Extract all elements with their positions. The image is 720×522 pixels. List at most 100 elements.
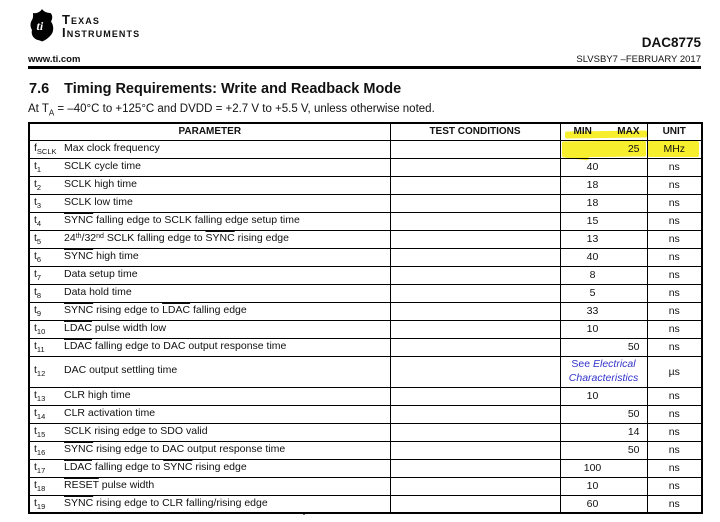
min-max-cell: 18 [559,193,648,213]
col-header-max: MAX [617,126,640,138]
min-max-cell: 40 [559,247,648,267]
ti-bug-icon: ti [30,9,55,42]
max-value: 14 [627,426,640,438]
param-symbol: t7 [34,267,42,283]
see-note: See Electrical Characteristics [568,358,639,384]
min-value: 18 [586,197,599,209]
table-row-t19: t19 SYNC rising edge to CLR falling/risin… [28,494,703,514]
min-max-cell: 60 [559,494,648,514]
test-conditions-cell [389,337,561,357]
table-row-t4: t4 SYNC falling edge to SCLK falling edge… [28,211,703,231]
table-row-t18: t18 RESET pulse width 10 ns [28,476,703,496]
test-conditions-cell [389,283,561,303]
min-max-cell: 15 [559,211,648,231]
min-value: 5 [589,287,596,299]
table-row-t3: t3 SCLK low time 18 ns [28,193,703,213]
min-max-cell: 13 [559,229,648,249]
min-value: 40 [586,251,599,263]
table-row-t9: t9 SYNC rising edge to LDAC falling edge 3… [28,301,703,321]
test-conditions-cell [389,265,561,285]
param-description: SCLK low time [64,195,133,208]
max-value: 25 [627,143,640,155]
unit-cell: ns [646,440,703,460]
test-conditions-cell [389,440,561,460]
param-description: CLR high time [64,388,131,401]
test-conditions-cell [389,229,561,249]
table-row-t15: t15 SCLK rising edge to SDO valid 14 ns [28,422,703,442]
param-description: Max clock frequency [64,141,160,154]
min-max-cell: 8 [559,265,648,285]
unit-cell: ns [646,422,703,442]
unit-cell: ns [646,265,703,285]
param-symbol: t2 [34,177,42,193]
param-description: SYNC falling edge to SCLK falling edge s… [64,213,300,226]
param-description: LDAC pulse width low [64,321,167,334]
test-conditions-cell [389,355,561,388]
unit-cell: MHz [646,139,703,159]
website-link[interactable]: www.ti.com [28,54,81,65]
param-symbol: t12 [34,364,46,379]
ti-wordmark: TEXAS INSTRUMENTS [62,9,140,40]
unit-cell: ns [646,175,703,195]
param-symbol: t19 [34,496,46,511]
min-value: 8 [589,269,596,281]
param-symbol: fSCLK [34,141,57,157]
param-description: SYNC rising edge to CLR falling/rising e… [64,496,268,509]
min-value: 40 [586,161,599,173]
param-description: SYNC high time [64,249,139,262]
test-conditions-cell [389,319,561,339]
header-rule [28,66,701,69]
unit-cell: ns [646,494,703,514]
electrical-characteristics-link[interactable]: Electrical Characteristics [568,358,639,384]
test-conditions-cell [389,494,561,514]
max-value: 50 [627,341,640,353]
part-number: DAC8775 [641,35,701,50]
table-row-t14: t14 CLR activation time 50 ns [28,404,703,424]
param-symbol: t17 [34,460,46,476]
svg-text:ti: ti [37,19,44,33]
unit-cell: ns [646,283,703,303]
min-max-cell: 5 [559,283,648,303]
min-value: 10 [586,323,599,335]
min-value: 100 [583,462,602,474]
param-description: SCLK rising edge to SDO valid [64,424,208,437]
col-header-unit: UNIT [646,122,703,141]
min-value: 10 [586,390,599,402]
test-conditions-cell [389,139,561,159]
min-value: 15 [586,215,599,227]
ti-logo: ti TEXAS INSTRUMENTS [30,9,140,42]
unit-cell: ns [646,458,703,478]
param-symbol: t5 [34,231,42,247]
param-symbol: t13 [34,388,46,404]
unit-cell: ns [646,157,703,177]
table-header-row: PARAMETER TEST CONDITIONS MIN MAX UNIT [28,122,703,141]
param-symbol: t11 [34,339,45,355]
unit-cell: ns [646,211,703,231]
unit-cell: ns [646,476,703,496]
param-symbol: t4 [34,213,42,229]
table-row-t16: t16 SYNC rising edge to DAC output respon… [28,440,703,460]
unit-cell: ns [646,319,703,339]
min-max-cell: 33 [559,301,648,321]
min-max-cell: 50 [559,404,648,424]
col-header-parameter: PARAMETER [28,122,391,141]
unit-cell: ns [646,404,703,424]
unit-cell: µs [646,355,703,388]
test-conditions-cell [389,193,561,213]
param-description: SCLK high time [64,177,137,190]
min-max-cell: 10 [559,386,648,406]
min-value: 18 [586,179,599,191]
unit-cell: ns [646,247,703,267]
unit-cell: ns [646,229,703,249]
col-header-min: MIN [573,126,592,138]
min-max-cell: 10 [559,476,648,496]
test-conditions-cell [389,404,561,424]
param-symbol: t18 [34,478,46,494]
min-max-cell: 25 [559,139,648,159]
param-description: RESET pulse width [64,478,155,491]
min-value: 60 [586,497,599,510]
table-row-t17: t17 LDAC falling edge to SYNC rising edge… [28,458,703,478]
table-row-t6: t6 SYNC high time 40 ns [28,247,703,267]
test-conditions-cell [389,247,561,267]
param-description: Data hold time [64,285,132,298]
